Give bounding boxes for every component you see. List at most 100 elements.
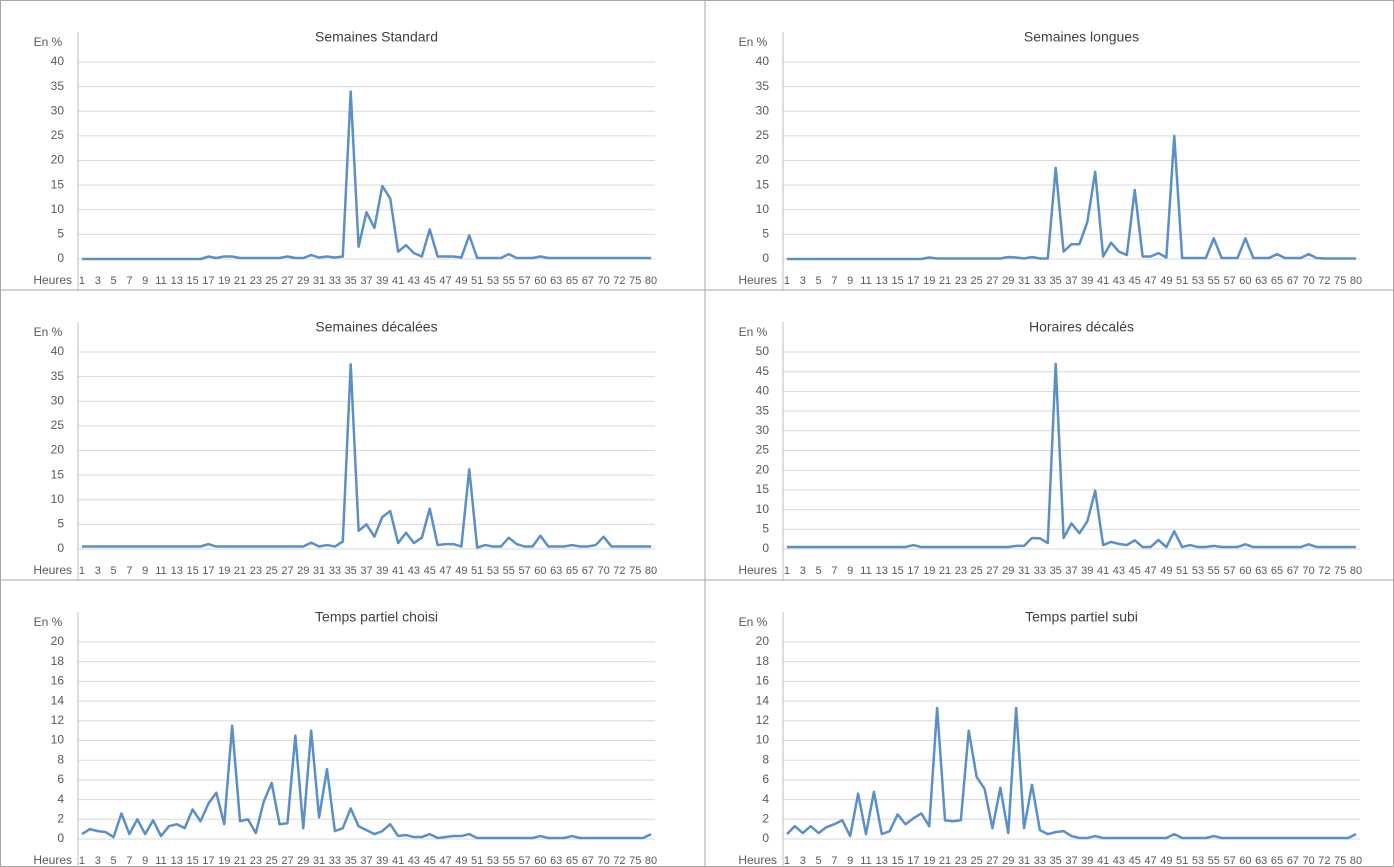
x-tick-label: 39 [376,275,388,287]
y-tick-label: 8 [57,752,64,766]
y-tick-label: 2 [762,811,769,825]
y-axis-label: En % [739,615,768,629]
x-tick-label: 45 [1129,855,1141,867]
x-tick-label: 31 [313,855,325,867]
y-tick-label: 20 [51,634,65,648]
x-tick-label: 1 [784,275,790,287]
x-tick-label: 45 [1129,275,1141,287]
x-tick-label: 29 [297,565,309,577]
x-tick-label: 49 [455,565,467,577]
x-tick-label: 35 [1050,565,1062,577]
x-tick-label: 49 [1160,275,1172,287]
x-tick-label: 15 [891,565,903,577]
x-tick-label: 9 [847,565,853,577]
x-tick-label: 72 [613,275,625,287]
x-tick-label: 33 [329,565,341,577]
y-tick-label: 0 [762,831,769,845]
x-tick-label: 43 [408,855,420,867]
x-tick-label: 80 [1350,565,1362,577]
x-tick-label: 60 [534,855,546,867]
x-tick-label: 75 [629,855,641,867]
x-tick-label: 41 [1097,275,1109,287]
x-tick-label: 23 [250,565,262,577]
x-tick-label: 67 [582,855,594,867]
x-tick-label: 19 [218,855,230,867]
x-tick-label: 75 [1334,855,1346,867]
x-tick-label: 25 [266,275,278,287]
x-tick-label: 80 [645,565,657,577]
x-tick-label: 23 [250,275,262,287]
x-tick-label: 25 [971,855,983,867]
x-tick-label: 51 [1176,275,1188,287]
x-tick-label: 55 [503,275,515,287]
x-tick-label: 53 [1192,565,1204,577]
x-tick-label: 41 [1097,565,1109,577]
x-tick-label: 37 [360,855,372,867]
x-tick-label: 41 [392,275,404,287]
chart-title: Semaines longues [1024,29,1139,45]
y-tick-label: 4 [57,792,64,806]
x-tick-label: 57 [518,275,530,287]
y-axis-label: En % [34,615,63,629]
x-tick-label: 41 [392,855,404,867]
x-tick-label: 55 [503,565,515,577]
data-line [81,90,652,261]
data-line [786,134,1357,261]
x-tick-label: 23 [250,855,262,867]
x-tick-label: 39 [1081,565,1093,577]
y-tick-label: 20 [756,634,770,648]
x-tick-label: 37 [360,565,372,577]
y-tick-label: 18 [51,654,65,668]
x-tick-label: 11 [860,565,871,577]
x-tick-label: 15 [186,565,198,577]
x-tick-label: 29 [297,855,309,867]
x-tick-label: 25 [266,855,278,867]
x-tick-label: 72 [613,855,625,867]
chart-title: Temps partiel subi [1025,609,1138,625]
x-tick-label: 45 [424,855,436,867]
x-tick-label: 37 [1065,565,1077,577]
y-tick-label: 30 [51,103,65,117]
x-tick-label: 7 [831,565,837,577]
x-axis-label: Heures [738,563,777,577]
x-tick-label: 45 [424,275,436,287]
chart-title: Semaines décalées [315,319,437,335]
x-tick-label: 67 [1287,855,1299,867]
x-tick-label: 43 [408,275,420,287]
x-tick-label: 19 [923,565,935,577]
x-tick-label: 39 [376,855,388,867]
y-tick-label: 30 [756,423,770,437]
x-tick-label: 27 [986,855,998,867]
x-tick-label: 11 [860,275,871,287]
x-tick-label: 7 [126,855,132,867]
y-tick-label: 16 [756,674,770,688]
x-tick-label: 33 [1034,565,1046,577]
x-tick-label: 41 [1097,855,1109,867]
x-tick-label: 13 [171,565,183,577]
x-tick-label: 17 [202,565,214,577]
y-tick-label: 6 [57,772,64,786]
x-tick-label: 39 [1081,855,1093,867]
x-tick-label: 72 [613,565,625,577]
y-tick-label: 25 [51,128,65,142]
x-tick-label: 60 [1239,855,1251,867]
y-tick-label: 0 [57,251,64,265]
x-tick-label: 53 [487,855,499,867]
x-tick-label: 13 [876,275,888,287]
x-tick-label: 35 [345,855,357,867]
y-tick-label: 25 [51,418,65,432]
y-tick-label: 0 [57,541,64,555]
x-tick-label: 27 [281,565,293,577]
x-tick-label: 31 [1018,275,1030,287]
x-axis-label: Heures [33,563,72,577]
x-tick-label: 65 [1271,275,1283,287]
x-tick-label: 33 [1034,855,1046,867]
x-tick-label: 13 [876,565,888,577]
y-tick-label: 40 [51,54,65,68]
x-tick-label: 3 [800,565,806,577]
x-tick-label: 21 [234,275,246,287]
x-tick-label: 70 [1302,565,1314,577]
x-tick-label: 21 [939,565,951,577]
y-tick-label: 10 [756,202,770,216]
y-tick-label: 35 [756,79,770,93]
